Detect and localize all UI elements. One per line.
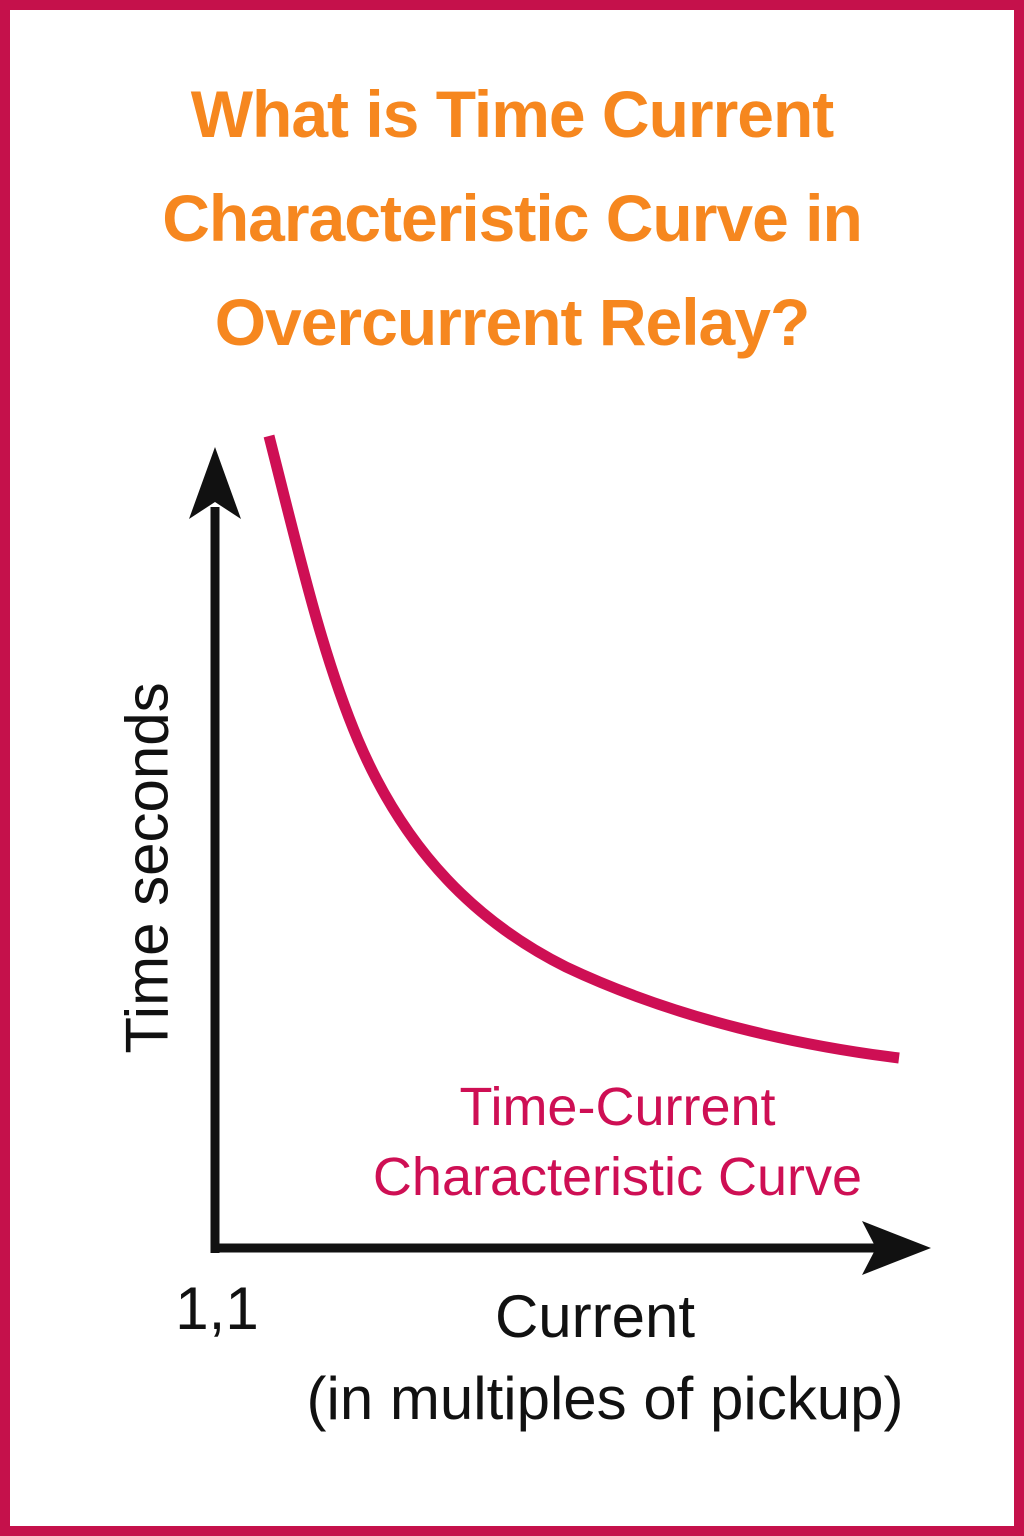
page-title-line-1: What is Time Current xyxy=(190,77,835,151)
curve-label: Time-Current Characteristic Curve xyxy=(330,1072,905,1212)
x-axis-arrow-icon xyxy=(862,1221,931,1275)
curve-label-line-2: Characteristic Curve xyxy=(372,1147,863,1207)
page-title-line-2: Characteristic Curve in xyxy=(162,181,863,255)
y-axis-arrow-icon xyxy=(189,447,241,519)
origin-tick-label: 1,1 xyxy=(175,1275,259,1342)
x-axis-label-subtitle: (in multiples of pickup) xyxy=(306,1365,904,1432)
page-title-line-3: Overcurrent Relay? xyxy=(214,285,811,359)
x-axis-label: Current xyxy=(494,1283,696,1350)
y-axis-label: Time seconds xyxy=(113,682,181,1054)
page-title: What is Time Current Characteristic Curv… xyxy=(10,62,1014,374)
time-current-curve xyxy=(263,434,900,1064)
tcc-chart xyxy=(189,434,931,1275)
curve-label-line-1: Time-Current xyxy=(459,1077,776,1137)
